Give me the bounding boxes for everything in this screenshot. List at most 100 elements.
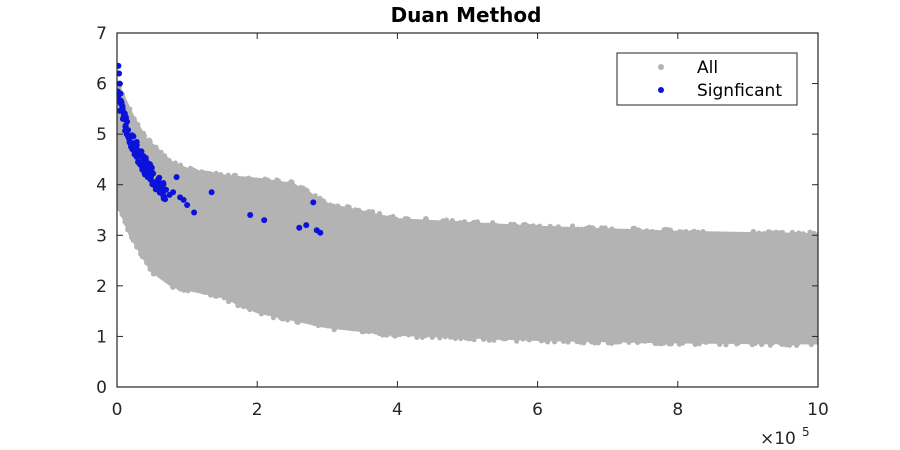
- all-point: [147, 138, 153, 144]
- all-point: [225, 293, 231, 299]
- all-point: [424, 330, 430, 336]
- all-point: [311, 320, 317, 326]
- all-point: [331, 205, 337, 211]
- legend: All Signficant: [616, 52, 798, 106]
- significant-point: [150, 179, 157, 186]
- all-point: [270, 315, 277, 321]
- all-point: [779, 341, 785, 348]
- all-point: [262, 176, 268, 182]
- all-point: [773, 229, 779, 235]
- significant-point: [261, 217, 268, 224]
- significant-point: [310, 199, 317, 206]
- all-point: [286, 182, 293, 189]
- all-point: [292, 186, 298, 192]
- significant-point: [170, 189, 177, 196]
- all-point: [160, 274, 166, 281]
- all-point: [322, 201, 328, 207]
- y-axis: 0 1 2 3 4 5 6 7: [96, 24, 818, 398]
- all-point: [440, 219, 446, 225]
- all-point: [181, 283, 187, 289]
- all-point: [457, 334, 463, 340]
- significant-point: [117, 70, 123, 77]
- all-point: [676, 341, 683, 347]
- all-point: [579, 226, 585, 232]
- all-point: [387, 329, 393, 335]
- all-point: [130, 236, 136, 242]
- all-point: [316, 198, 322, 205]
- significant-point: [303, 222, 310, 229]
- significant-point: [139, 165, 146, 172]
- significant-point: [158, 184, 165, 191]
- x-tick-label: 10: [807, 400, 829, 420]
- all-point: [548, 227, 554, 233]
- all-point: [334, 321, 341, 328]
- all-point: [565, 339, 571, 345]
- all-point: [154, 270, 160, 276]
- x-tick-label: 4: [392, 400, 403, 420]
- significant-point: [145, 172, 152, 179]
- all-point: [535, 227, 541, 233]
- all-point: [791, 337, 797, 343]
- all-point: [366, 328, 372, 335]
- all-point: [772, 337, 778, 344]
- all-point: [421, 219, 427, 225]
- all-point: [133, 244, 140, 250]
- all-point: [376, 210, 383, 217]
- all-point: [242, 302, 248, 308]
- all-point: [530, 223, 536, 229]
- chart-title: Duan Method: [391, 3, 542, 27]
- all-point: [509, 334, 515, 340]
- all-point: [472, 224, 478, 230]
- all-point: [582, 334, 588, 340]
- all-point: [604, 336, 610, 343]
- all-point: [358, 324, 364, 331]
- all-point: [291, 313, 297, 319]
- all-point: [208, 292, 214, 298]
- significant-series-points: [117, 62, 324, 236]
- all-point: [306, 318, 312, 324]
- all-point: [688, 229, 694, 236]
- significant-point: [117, 62, 122, 69]
- significant-point: [132, 146, 139, 153]
- plot-frame: [116, 32, 819, 388]
- all-point: [285, 317, 291, 323]
- all-point: [434, 330, 440, 336]
- all-point: [779, 231, 785, 237]
- y-tick-label: 6: [96, 75, 107, 95]
- all-point: [249, 179, 256, 185]
- all-point: [614, 339, 620, 345]
- all-point: [538, 338, 544, 344]
- svg-text:×10: ×10: [760, 429, 796, 449]
- all-point: [730, 337, 736, 343]
- all-point: [239, 178, 246, 184]
- all-point: [483, 334, 489, 341]
- all-point: [475, 220, 481, 227]
- all-point: [387, 215, 393, 221]
- all-point: [141, 133, 147, 139]
- all-point: [487, 333, 494, 339]
- all-point: [807, 338, 813, 344]
- all-point: [312, 193, 318, 199]
- all-point: [706, 337, 713, 343]
- all-point: [300, 185, 306, 191]
- all-point: [331, 327, 337, 333]
- all-point: [152, 146, 158, 152]
- all-point: [702, 339, 708, 345]
- all-point: [657, 230, 664, 236]
- legend-label-all: All: [697, 58, 718, 78]
- all-point: [694, 232, 700, 238]
- all-point: [158, 149, 164, 155]
- all-point: [746, 339, 752, 345]
- legend-marker-all: [658, 64, 664, 70]
- all-point: [123, 221, 130, 227]
- all-point: [340, 323, 346, 329]
- all-point: [414, 334, 420, 341]
- all-point: [800, 231, 806, 237]
- all-point: [147, 266, 153, 272]
- all-series-area: [117, 81, 818, 345]
- all-point: [245, 175, 252, 181]
- all-point: [278, 181, 285, 187]
- all-point: [626, 339, 632, 345]
- significant-point: [296, 224, 303, 231]
- all-point: [177, 162, 184, 168]
